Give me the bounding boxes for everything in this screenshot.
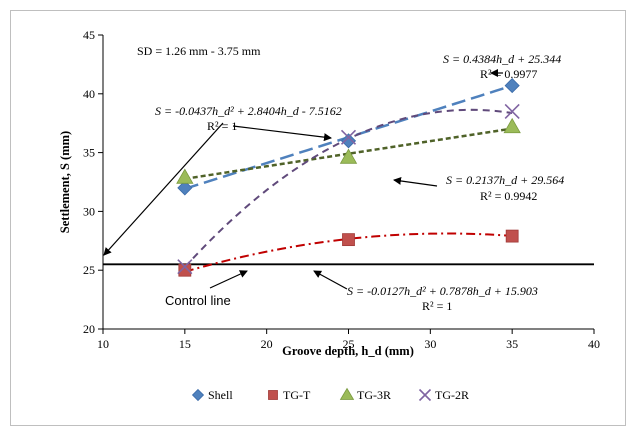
legend: Shell TG-T TG-3R TG-2R xyxy=(191,387,469,402)
arrow-control-line xyxy=(209,270,248,289)
arrow-tg3r xyxy=(393,177,438,187)
y-tick-label: 45 xyxy=(83,28,95,42)
data-markers xyxy=(176,78,521,277)
x-tick-label: 30 xyxy=(424,337,436,351)
marker-tg-t xyxy=(342,233,355,247)
tg3r-equation: S = 0.2137h_d + 29.564 xyxy=(446,173,564,187)
trendline-tg-3r xyxy=(184,127,513,181)
marker-tg-2r xyxy=(177,259,193,275)
marker-tg-3r xyxy=(339,148,358,164)
legend-label-shell: Shell xyxy=(208,388,233,402)
x-axis-title: Groove depth, h_d (mm) xyxy=(282,344,414,358)
legend-label-tg-3r: TG-3R xyxy=(357,388,391,402)
legend-marker-tg-2r xyxy=(418,388,432,402)
marker-tg-t xyxy=(178,263,192,277)
shell-r2: R² = 0.9977 xyxy=(480,67,537,81)
shell-equation: S = 0.4384h_d + 25.344 xyxy=(443,52,561,66)
y-tick-label: 25 xyxy=(83,263,95,277)
tg2r-r2: R² = 1 xyxy=(207,119,237,133)
arrow-tg2r-to-tg2r xyxy=(103,122,224,256)
control-line-label: Control line xyxy=(165,293,231,308)
legend-marker-tg-3r xyxy=(339,387,355,400)
chart-svg: 10 15 20 25 30 35 40 20 25 30 35 40 45 SD = 1.26 mm … xyxy=(58,28,600,402)
x-tick-label: 40 xyxy=(588,337,600,351)
marker-tg-2r xyxy=(340,129,357,145)
legend-label-tg-t: TG-T xyxy=(283,388,311,402)
axis-ticks: 10 15 20 25 30 35 40 20 25 30 35 40 45 xyxy=(83,28,600,351)
marker-tg-t xyxy=(505,229,519,243)
tgt-equation: S = -0.0127h_d² + 0.7878h_d + 15.903 xyxy=(347,284,538,298)
tgt-r2: R² = 1 xyxy=(422,299,452,313)
x-tick-label: 25 xyxy=(343,337,355,351)
marker-tg-3r xyxy=(503,117,521,134)
y-tick-label: 30 xyxy=(83,204,95,218)
legend-marker-shell xyxy=(191,388,205,402)
y-tick-label: 35 xyxy=(83,146,95,160)
arrow-tg2r-to-shell xyxy=(232,125,332,142)
annotation-arrows xyxy=(103,69,503,290)
x-tick-label: 35 xyxy=(506,337,518,351)
chart-frame: 10 15 20 25 30 35 40 20 25 30 35 40 45 SD = 1.26 mm … xyxy=(10,10,626,426)
x-tick-label: 15 xyxy=(179,337,191,351)
arrow-tgt xyxy=(313,270,348,290)
marker-tg-2r xyxy=(504,103,520,120)
y-axis-title: Settlement, S (mm) xyxy=(58,131,72,233)
legend-label-tg-2r: TG-2R xyxy=(435,388,469,402)
y-tick-label: 20 xyxy=(83,322,95,336)
marker-shell xyxy=(177,180,193,196)
legend-marker-tg-t xyxy=(268,390,278,400)
marker-tg-3r xyxy=(176,168,194,184)
tg3r-r2: R² = 0.9942 xyxy=(480,189,537,203)
y-tick-label: 40 xyxy=(83,87,95,101)
x-tick-label: 20 xyxy=(261,337,273,351)
sd-annotation: SD = 1.26 mm - 3.75 mm xyxy=(137,44,261,58)
tg2r-equation: S = -0.0437h_d² + 2.8404h_d - 7.5162 xyxy=(155,104,342,118)
marker-shell xyxy=(340,133,357,149)
x-tick-label: 10 xyxy=(97,337,109,351)
marker-shell xyxy=(504,78,520,94)
